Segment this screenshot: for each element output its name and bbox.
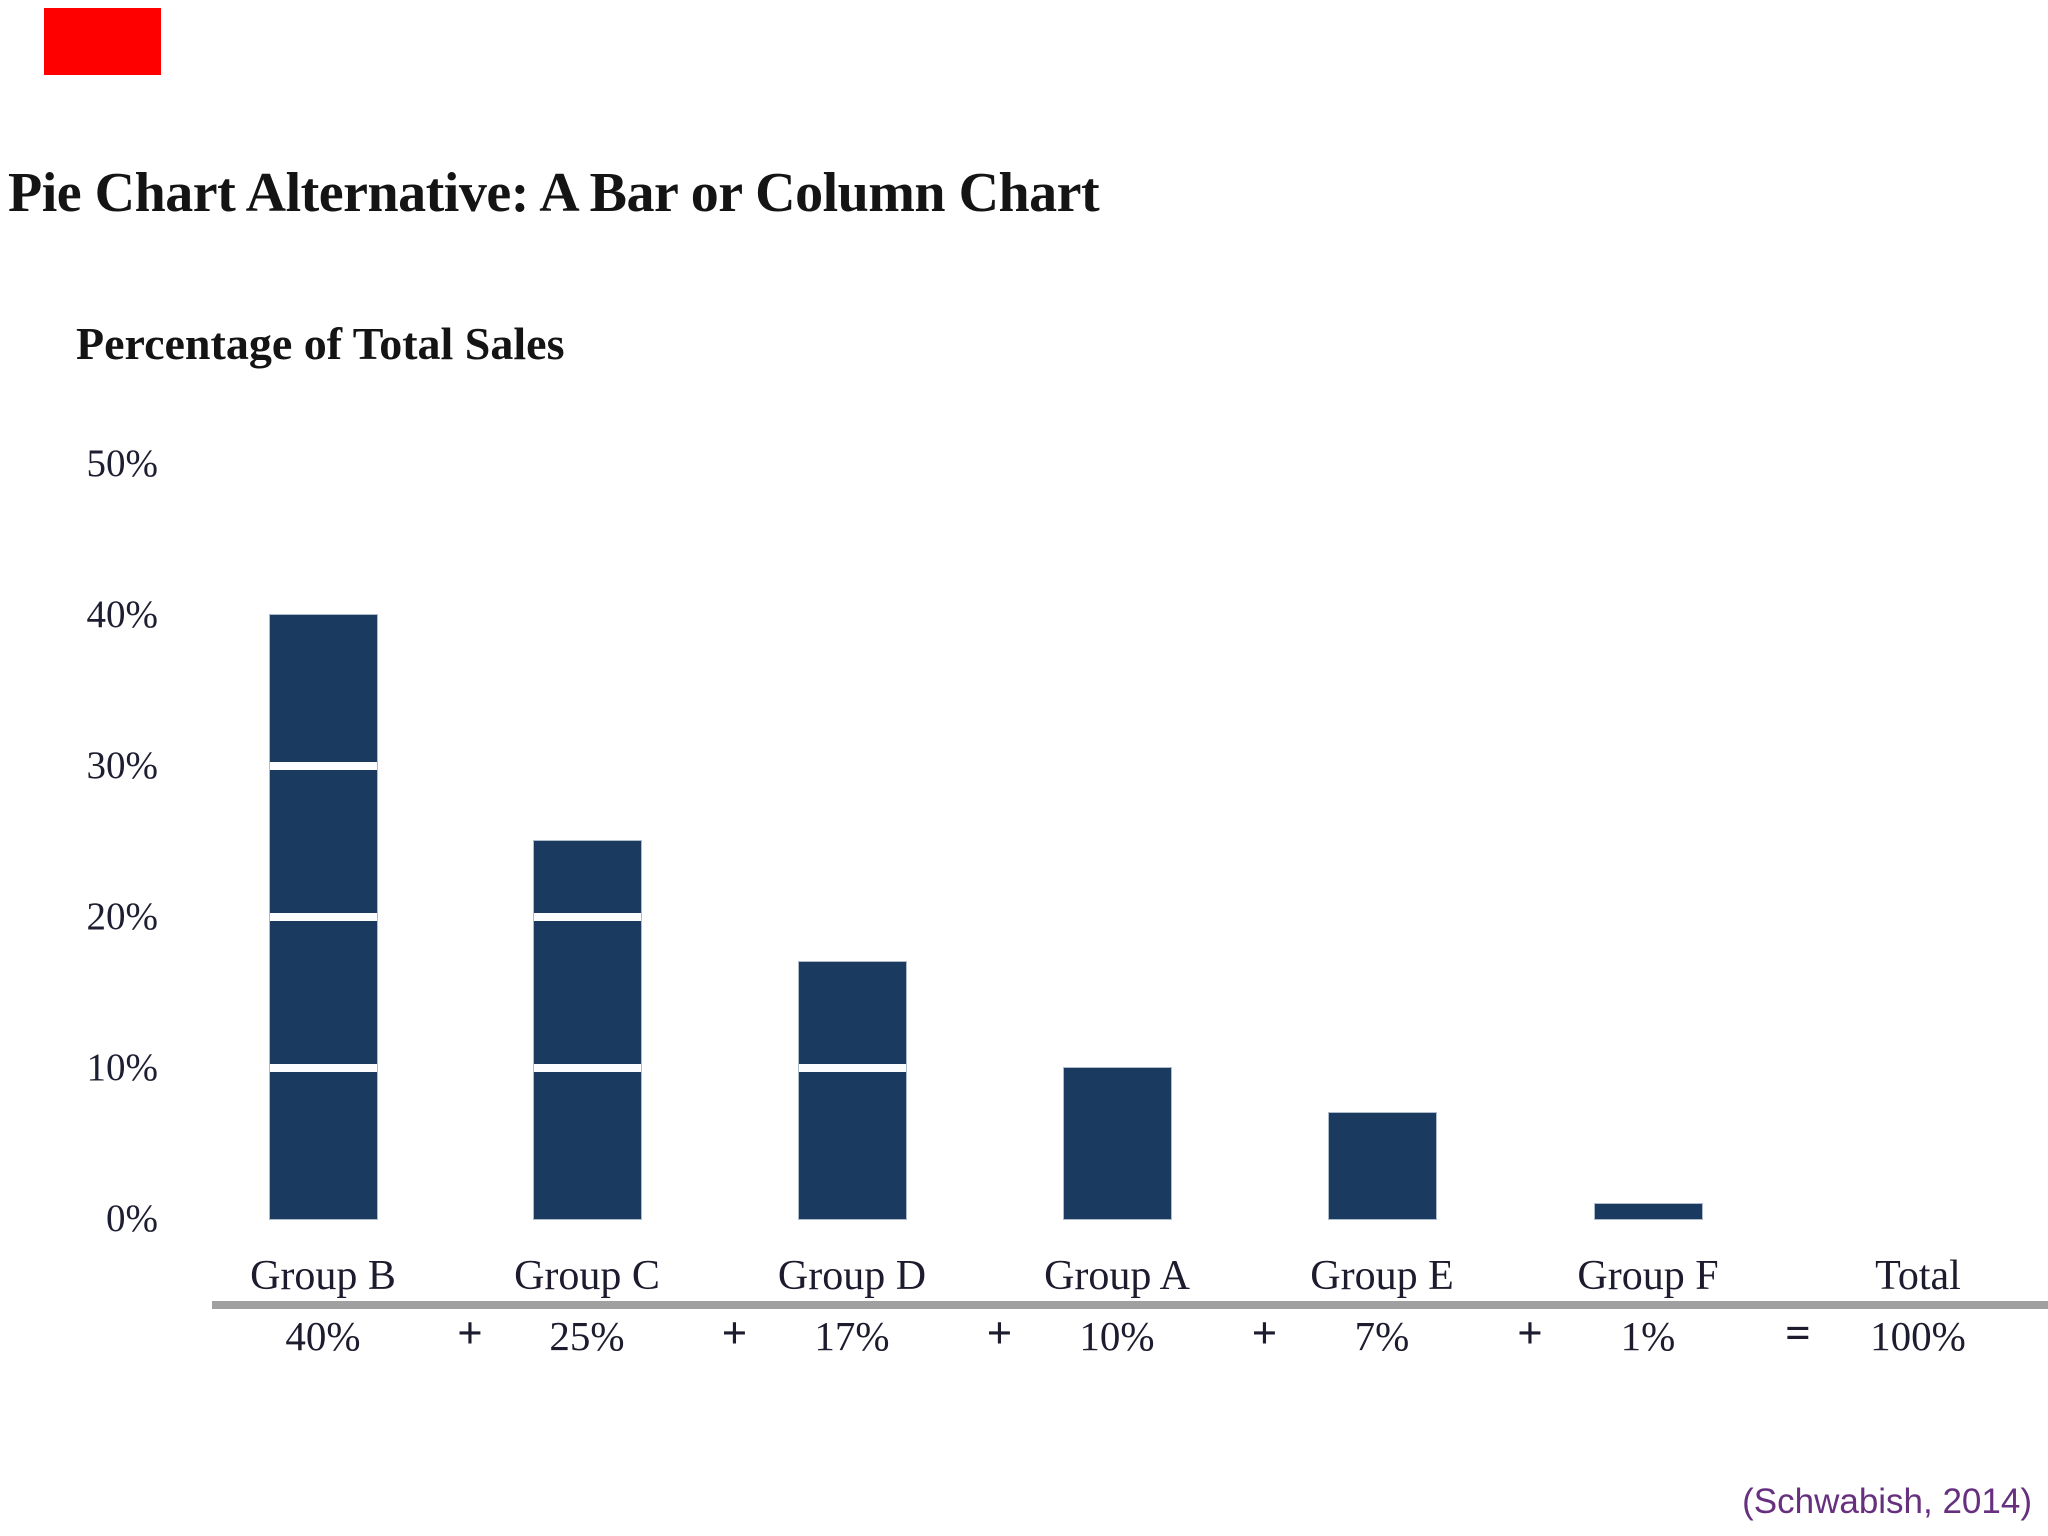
y-tick-label: 50% xyxy=(86,442,159,485)
sum-value-label: 10% xyxy=(1079,1313,1155,1359)
y-tick-label: 10% xyxy=(86,1046,159,1089)
bar-group-f xyxy=(1594,1204,1702,1219)
chart-title: Percentage of Total Sales xyxy=(76,318,565,369)
bar-group-d xyxy=(798,962,906,1219)
segment-divider xyxy=(798,1064,906,1072)
equals-sign: = xyxy=(1785,1308,1811,1358)
sum-value-label: 40% xyxy=(285,1313,361,1359)
sum-total-label: 100% xyxy=(1870,1313,1966,1359)
sum-value-label: 1% xyxy=(1620,1313,1676,1359)
sum-value-label: 7% xyxy=(1354,1313,1410,1359)
red-rectangle-marker xyxy=(44,8,161,75)
citation-text: (Schwabish, 2014) xyxy=(1742,1482,2032,1521)
segment-divider xyxy=(269,913,377,921)
bar-group-a xyxy=(1063,1068,1171,1219)
y-tick-label: 40% xyxy=(86,593,159,636)
plus-sign: + xyxy=(457,1308,483,1358)
y-tick-label: 0% xyxy=(106,1197,158,1240)
bar-group-b xyxy=(269,615,377,1219)
bar-group-c xyxy=(533,841,641,1219)
segment-divider xyxy=(269,1064,377,1072)
plus-sign: + xyxy=(986,1308,1013,1358)
segment-divider xyxy=(533,1064,641,1072)
plus-sign: + xyxy=(1251,1308,1278,1358)
sum-value-label: 17% xyxy=(814,1313,890,1359)
sum-value-label: 25% xyxy=(549,1313,625,1359)
segment-divider xyxy=(533,913,641,921)
category-label: Group F xyxy=(1577,1253,1719,1299)
segment-divider xyxy=(269,762,377,770)
plus-sign: + xyxy=(1517,1308,1543,1358)
category-label: Group B xyxy=(250,1253,396,1299)
y-tick-label: 20% xyxy=(86,895,159,938)
page-title: Pie Chart Alternative: A Bar or Column C… xyxy=(8,162,1100,224)
y-tick-label: 30% xyxy=(86,744,159,787)
category-label: Group A xyxy=(1044,1253,1190,1299)
category-label: Group D xyxy=(777,1253,927,1299)
category-label-total: Total xyxy=(1875,1253,1961,1299)
axis-divider-line xyxy=(212,1301,2048,1309)
category-label: Group C xyxy=(514,1253,660,1299)
plus-sign: + xyxy=(721,1308,748,1358)
bar-group-e xyxy=(1328,1113,1436,1219)
category-label: Group E xyxy=(1310,1253,1454,1299)
